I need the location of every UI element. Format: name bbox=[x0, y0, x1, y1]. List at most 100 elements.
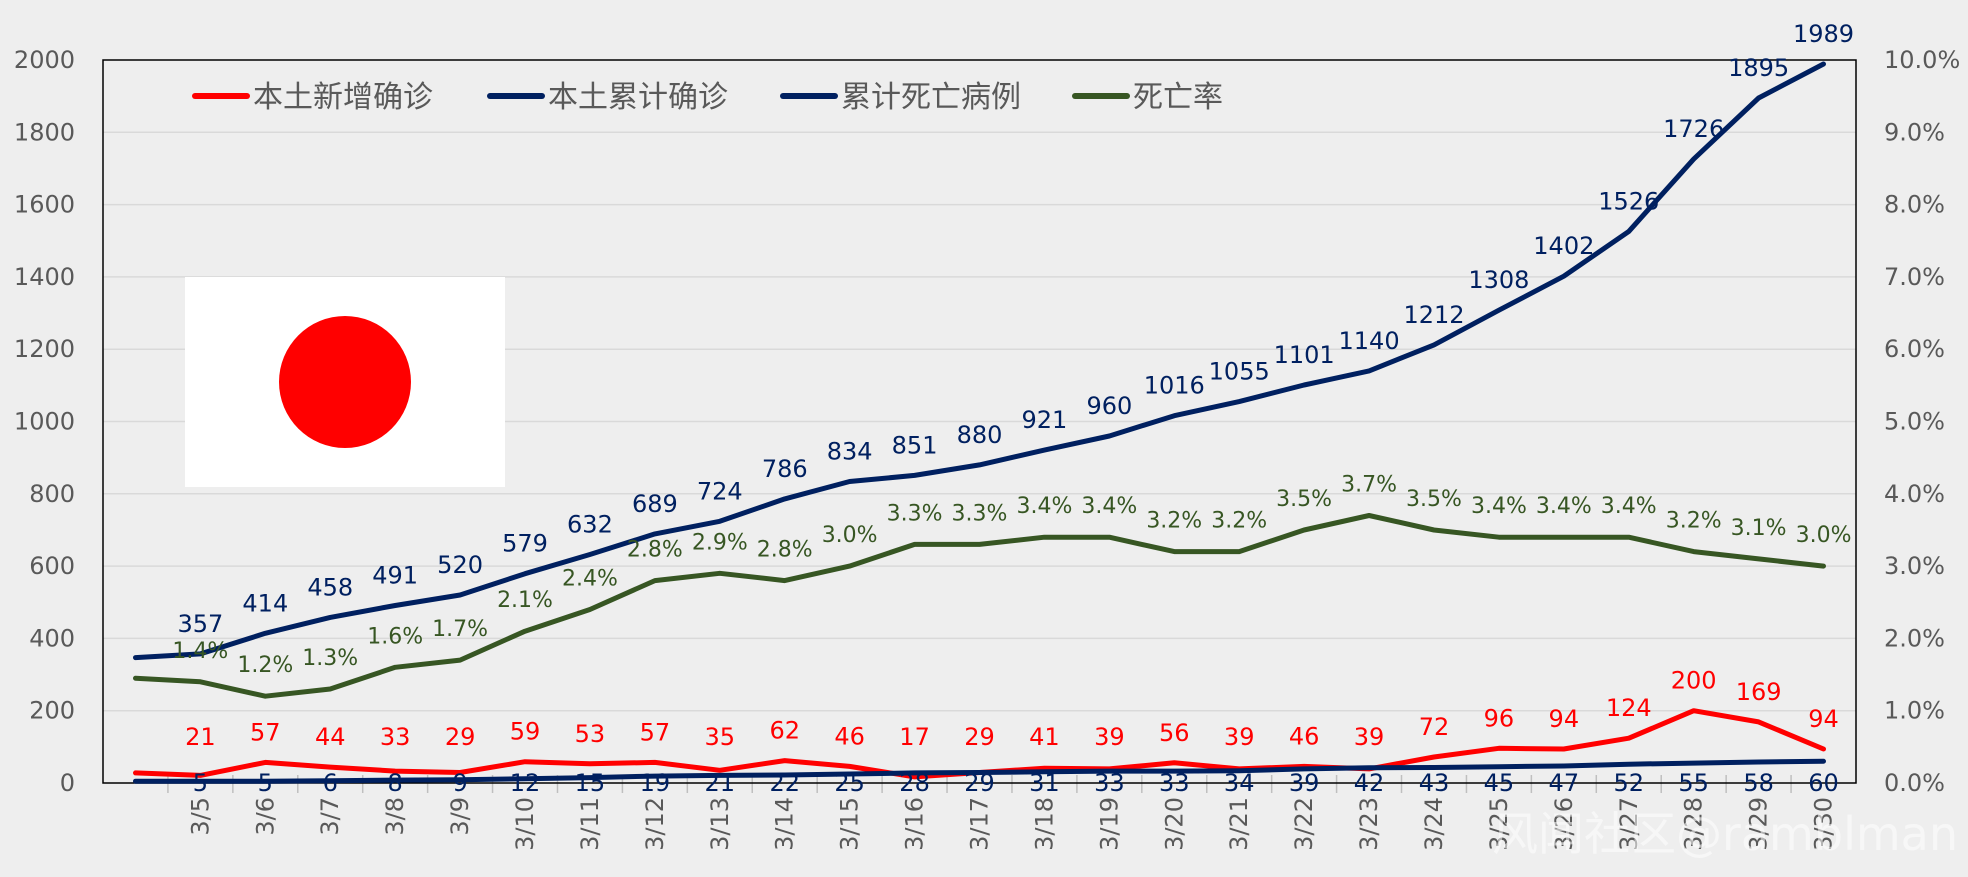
data-label: 52 bbox=[1613, 769, 1644, 797]
data-label: 5 bbox=[258, 769, 273, 797]
data-label: 33 bbox=[1159, 769, 1190, 797]
data-label: 39 bbox=[1094, 723, 1125, 751]
data-label: 520 bbox=[437, 551, 483, 579]
data-label: 35 bbox=[705, 723, 736, 751]
data-label: 3.2% bbox=[1666, 509, 1722, 534]
data-label: 169 bbox=[1736, 678, 1782, 706]
data-label: 3.4% bbox=[1081, 494, 1137, 519]
data-label: 57 bbox=[640, 718, 671, 746]
data-label: 47 bbox=[1549, 769, 1580, 797]
y-right-tick-label: 8.0% bbox=[1884, 191, 1945, 219]
y-right-tick-label: 9.0% bbox=[1884, 118, 1945, 146]
y-right-tick-label: 6.0% bbox=[1884, 335, 1945, 363]
data-label: 34 bbox=[1224, 769, 1255, 797]
data-label: 25 bbox=[834, 769, 865, 797]
data-label: 458 bbox=[307, 573, 353, 601]
data-label: 1.3% bbox=[302, 646, 358, 671]
x-tick-label: 3/17 bbox=[966, 797, 994, 851]
legend-label: 本土累计确诊 bbox=[548, 80, 728, 115]
data-label: 1308 bbox=[1468, 266, 1529, 294]
y-right-tick-label: 7.0% bbox=[1884, 263, 1945, 291]
data-label: 1895 bbox=[1728, 54, 1789, 82]
data-label: 56 bbox=[1159, 719, 1190, 747]
legend-label: 死亡率 bbox=[1133, 80, 1223, 115]
x-tick-label: 3/27 bbox=[1615, 797, 1643, 851]
data-label: 3.1% bbox=[1731, 516, 1787, 541]
data-label: 46 bbox=[834, 722, 865, 750]
data-label: 58 bbox=[1743, 769, 1774, 797]
flag-disc bbox=[279, 316, 411, 448]
data-label: 29 bbox=[964, 769, 995, 797]
data-label: 124 bbox=[1606, 694, 1652, 722]
data-label: 357 bbox=[177, 610, 223, 638]
y-left-tick-label: 1000 bbox=[14, 408, 75, 436]
x-tick-label: 3/21 bbox=[1225, 797, 1253, 851]
data-label: 1.4% bbox=[172, 639, 228, 664]
y-right-tick-label: 3.0% bbox=[1884, 552, 1945, 580]
data-label: 59 bbox=[510, 718, 541, 746]
data-label: 3.0% bbox=[822, 523, 878, 548]
watermark: 风闻社区@ramblman bbox=[1492, 807, 1958, 861]
x-tick-label: 3/20 bbox=[1160, 797, 1188, 851]
data-label: 1.6% bbox=[367, 624, 423, 649]
data-label: 2.4% bbox=[562, 566, 618, 591]
data-label: 22 bbox=[769, 769, 800, 797]
y-right-tick-label: 2.0% bbox=[1884, 624, 1945, 652]
legend: 本土新增确诊 本土累计确诊 累计死亡病例 死亡率 bbox=[192, 80, 1223, 115]
data-label: 1016 bbox=[1144, 372, 1205, 400]
japan-flag-image bbox=[185, 277, 505, 487]
x-tick-label: 3/23 bbox=[1355, 797, 1383, 851]
data-label: 21 bbox=[705, 769, 736, 797]
y-left-tick-label: 800 bbox=[29, 480, 75, 508]
data-label: 94 bbox=[1549, 705, 1580, 733]
data-label: 1101 bbox=[1274, 341, 1335, 369]
x-tick-label: 3/8 bbox=[381, 797, 409, 836]
data-label: 921 bbox=[1022, 406, 1068, 434]
data-label: 3.3% bbox=[952, 501, 1008, 526]
data-label: 62 bbox=[769, 717, 800, 745]
x-tick-label: 3/26 bbox=[1550, 797, 1578, 851]
data-label: 41 bbox=[1029, 723, 1060, 751]
x-tick-label: 3/30 bbox=[1810, 797, 1838, 851]
data-label: 960 bbox=[1086, 392, 1132, 420]
data-label: 39 bbox=[1224, 723, 1255, 751]
x-tick-label: 3/7 bbox=[316, 797, 344, 836]
data-label: 632 bbox=[567, 511, 613, 539]
data-label: 834 bbox=[827, 438, 873, 466]
data-label: 21 bbox=[185, 723, 216, 751]
series-line-4 bbox=[133, 513, 1826, 699]
y-right-tick-label: 1.0% bbox=[1884, 697, 1945, 725]
data-label: 19 bbox=[640, 769, 671, 797]
data-label: 6 bbox=[323, 769, 338, 797]
axes: 0 200 400 600 800 1000 1200 1400 1600 1800 2000 0.0… bbox=[14, 46, 1960, 851]
legend-label: 累计死亡病例 bbox=[841, 80, 1021, 115]
y-right-tick-label: 5.0% bbox=[1884, 408, 1945, 436]
x-tick-label: 3/9 bbox=[446, 797, 474, 836]
data-label: 42 bbox=[1354, 769, 1385, 797]
data-label: 29 bbox=[445, 723, 476, 751]
x-tick-label: 3/18 bbox=[1030, 797, 1058, 851]
data-label: 39 bbox=[1289, 769, 1320, 797]
data-label: 15 bbox=[575, 769, 606, 797]
x-tick-label: 3/16 bbox=[901, 797, 929, 851]
data-labels: 21 57 44 33 29 59 53 57 35 62 46 17 29 41 39 56 39 46 39 72… bbox=[172, 20, 1854, 797]
y-right-tick-label: 4.0% bbox=[1884, 480, 1945, 508]
y-right-tick-label: 10.0% bbox=[1884, 46, 1960, 74]
data-label: 5 bbox=[193, 769, 208, 797]
data-label: 579 bbox=[502, 530, 548, 558]
series-line-2 bbox=[133, 61, 1826, 661]
data-label: 2.1% bbox=[497, 588, 553, 613]
data-label: 786 bbox=[762, 455, 808, 483]
data-label: 55 bbox=[1678, 769, 1709, 797]
x-tick-label: 3/5 bbox=[186, 797, 214, 836]
data-label: 3.5% bbox=[1406, 487, 1462, 512]
data-label: 851 bbox=[892, 431, 938, 459]
data-label: 491 bbox=[372, 562, 418, 590]
data-label: 3.4% bbox=[1471, 494, 1527, 519]
x-tick-label: 3/29 bbox=[1745, 797, 1773, 851]
data-label: 3.0% bbox=[1796, 523, 1852, 548]
data-label: 2.8% bbox=[757, 538, 813, 563]
series-lines bbox=[133, 61, 1826, 784]
data-label: 28 bbox=[899, 769, 930, 797]
